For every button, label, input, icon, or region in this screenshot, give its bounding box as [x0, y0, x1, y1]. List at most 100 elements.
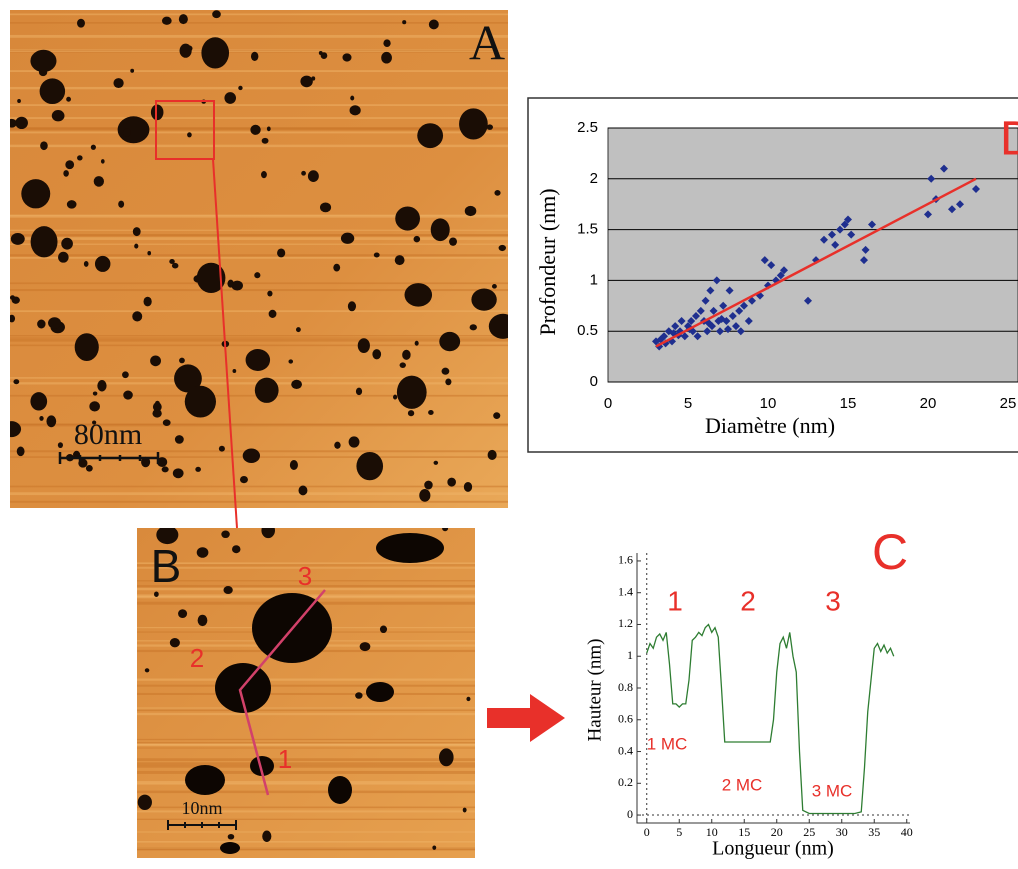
pit — [334, 441, 341, 449]
y-tick-label: 1.6 — [618, 553, 633, 567]
pit — [383, 39, 391, 48]
pit — [30, 226, 58, 258]
x-tick-label: 0 — [604, 395, 612, 412]
data-point — [736, 327, 745, 336]
scan-streak — [10, 34, 508, 38]
pit — [169, 258, 175, 265]
pit — [355, 692, 363, 699]
scan-streak — [10, 86, 508, 90]
pit — [221, 530, 230, 539]
x-tick-label: 20 — [920, 395, 937, 412]
scan-streak — [137, 780, 475, 784]
pit — [413, 235, 421, 243]
data-point — [868, 220, 876, 229]
scale-label: 10nm — [181, 798, 222, 818]
pit — [10, 314, 16, 323]
data-point — [719, 301, 728, 310]
pit — [16, 446, 25, 457]
pit — [178, 609, 188, 618]
pit — [424, 480, 433, 490]
annotation: 2 — [740, 585, 756, 616]
pit — [161, 16, 172, 25]
pit — [250, 51, 259, 62]
scan-streak — [10, 70, 508, 73]
pit — [63, 170, 69, 177]
scan-streak — [137, 758, 475, 761]
pit — [402, 349, 411, 360]
data-point — [701, 296, 710, 305]
scan-streak — [137, 738, 475, 741]
scan-streak — [137, 762, 475, 766]
scan-streak — [10, 243, 508, 245]
data-point — [828, 230, 836, 239]
scan-streak — [10, 229, 508, 231]
pit — [254, 272, 261, 279]
y-tick-label: 0.6 — [618, 712, 633, 726]
pit — [93, 176, 104, 187]
pit — [449, 237, 457, 246]
pit — [154, 591, 159, 597]
data-point — [820, 235, 828, 244]
data-point — [706, 286, 715, 295]
data-point — [924, 210, 932, 219]
pit — [359, 642, 371, 652]
scan-streak — [10, 423, 508, 427]
scan-streak — [137, 567, 475, 569]
chart-title: C — [872, 524, 908, 580]
afm-image-a — [10, 10, 508, 508]
pit — [428, 410, 434, 415]
x-tick-label: 20 — [771, 825, 783, 839]
scan-streak — [137, 564, 475, 566]
pit — [15, 116, 28, 130]
pit — [134, 243, 139, 249]
pit — [301, 170, 306, 176]
scan-streak — [137, 743, 475, 747]
pit — [328, 776, 352, 804]
x-tick-label: 10 — [760, 395, 777, 412]
pit — [394, 255, 405, 266]
scan-streak — [10, 310, 508, 313]
data-point — [927, 174, 936, 183]
pit — [464, 205, 477, 217]
data-point — [836, 225, 844, 234]
pit — [162, 419, 171, 426]
pit — [196, 262, 226, 294]
scale-bar — [58, 452, 160, 464]
pit — [307, 170, 319, 182]
pit — [300, 75, 313, 88]
y-tick-label: 0 — [590, 373, 598, 390]
pit — [402, 20, 407, 25]
scan-streak — [10, 338, 508, 342]
pit — [261, 528, 275, 539]
pit — [333, 263, 341, 272]
pit — [132, 227, 141, 237]
axes — [636, 553, 910, 824]
annotation: 1 — [667, 585, 683, 616]
pit — [319, 202, 332, 213]
data-point — [728, 311, 737, 320]
scan-streak — [137, 692, 475, 695]
pit — [232, 368, 237, 373]
pit — [393, 394, 398, 400]
scan-streak — [137, 562, 475, 565]
pit — [89, 401, 100, 412]
pit — [350, 95, 355, 101]
y-tick-label: 2 — [590, 170, 598, 187]
x-tick-label: 10 — [706, 825, 718, 839]
y-tick-label: 0.2 — [618, 775, 633, 789]
pit — [92, 391, 98, 396]
pit — [491, 284, 497, 289]
pit — [150, 104, 164, 121]
scan-streak — [10, 485, 508, 488]
scan-streak — [10, 335, 508, 337]
pit — [156, 457, 168, 467]
pit — [379, 625, 388, 634]
pit — [123, 390, 133, 400]
pit — [291, 379, 302, 390]
scan-streak — [137, 587, 475, 591]
pit — [187, 132, 192, 138]
pit — [46, 415, 57, 428]
data-point — [956, 200, 964, 209]
pit — [74, 333, 99, 362]
